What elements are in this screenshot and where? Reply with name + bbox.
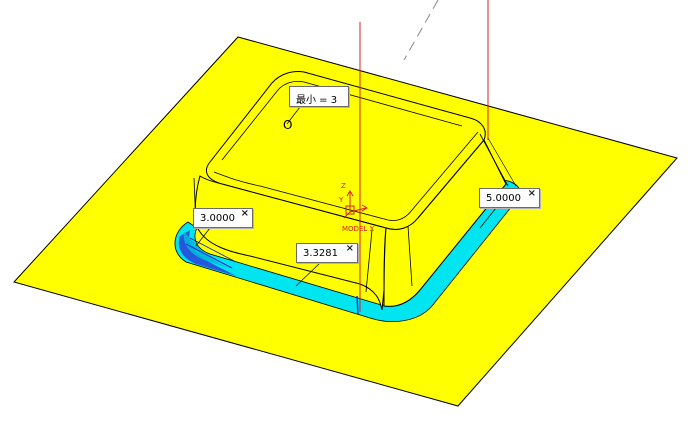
- coordinate-triad: [343, 190, 368, 219]
- min-radius-callout[interactable]: 最小 = 3: [289, 86, 349, 107]
- triad-y-label: Y: [339, 196, 344, 204]
- dimension-callout-center[interactable]: 3.3281 ×: [296, 243, 358, 263]
- dimension-callout-right[interactable]: 5.0000 ×: [479, 188, 540, 208]
- min-radius-value: 最小 = 3: [296, 95, 338, 106]
- triad-z-label: Z: [341, 182, 346, 190]
- fillet-stripe: [185, 243, 233, 269]
- edge-line-2: [365, 229, 373, 293]
- triad-model-label: MODEL X: [342, 225, 375, 233]
- blue-marker-line: [356, 295, 359, 315]
- dimension-callout-left[interactable]: 3.0000 ×: [193, 208, 253, 228]
- edge-line-4: [479, 133, 509, 187]
- fillet-shade-left-2: [183, 232, 228, 268]
- dashed-construction-line: [403, 0, 439, 61]
- leader-right: [479, 207, 497, 229]
- dimension-value[interactable]: 3.0000: [200, 213, 235, 224]
- edge-line-5: [487, 137, 517, 187]
- fillet-stripe-2: [189, 237, 237, 263]
- dimension-value[interactable]: 3.3281: [303, 248, 338, 259]
- edge-line-3: [407, 225, 413, 287]
- fillet-surface[interactable]: [174, 179, 521, 322]
- top-inner-edge: [221, 81, 463, 161]
- close-icon[interactable]: ×: [345, 243, 354, 254]
- dimension-value[interactable]: 5.0000: [486, 193, 521, 204]
- leader-center: [295, 262, 321, 287]
- leader-left: [195, 227, 211, 247]
- boss-side-right[interactable]: [383, 139, 507, 307]
- close-icon[interactable]: ×: [527, 188, 536, 199]
- close-icon[interactable]: ×: [240, 208, 249, 219]
- origin-marker: O: [283, 118, 293, 132]
- leader-min: [286, 106, 301, 125]
- top-inner-edge-2: [213, 131, 479, 221]
